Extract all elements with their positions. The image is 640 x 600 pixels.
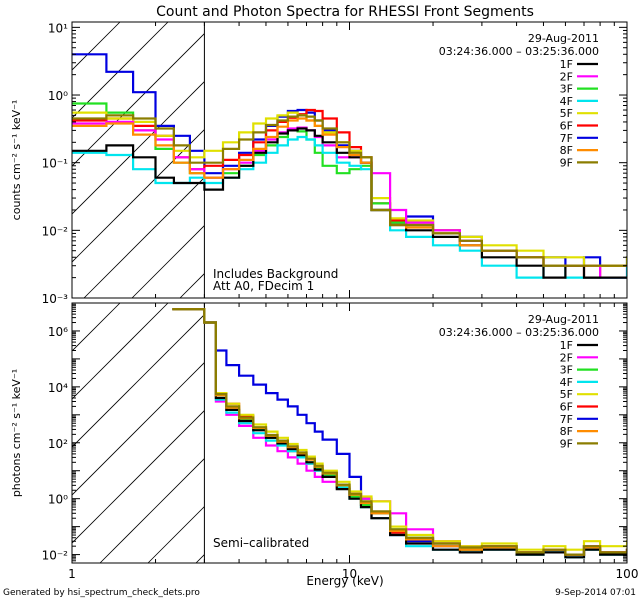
series-5F: [172, 308, 627, 551]
time-range-label: 03:24:36.000 – 03:25:36.000: [439, 45, 599, 58]
y-tick-label: 10⁴: [48, 381, 68, 395]
y-axis-label: counts cm⁻² s⁻¹ keV⁻¹: [10, 100, 23, 221]
hatched-region: [72, 303, 205, 563]
annotation: Att A0, FDecim 1: [213, 279, 314, 293]
x-tick-label: 10: [342, 567, 357, 581]
legend-label: 4F: [560, 95, 573, 108]
time-range-label: 03:24:36.000 – 03:25:36.000: [439, 326, 599, 339]
photon-spectra-panel: 1 10 100 10⁻² 10⁰ 10² 10⁴ 10⁶ photons cm⁻² s⁻¹ k…: [10, 302, 639, 581]
count-spectra-panel: 10⁻³ 10⁻² 10⁻¹ 10⁰ 10¹ counts cm⁻² s⁻¹ keV⁻¹ 2…: [10, 21, 628, 306]
x-axis-label: Energy (keV): [306, 574, 383, 588]
x-tick-label: 100: [616, 567, 639, 581]
y-tick-label: 10⁻¹: [42, 157, 69, 171]
legend-label: 6F: [560, 401, 573, 414]
legend-label: 2F: [560, 70, 573, 83]
y-tick-label: 10⁰: [48, 493, 68, 507]
legend-label: 3F: [560, 364, 573, 377]
y-tick-label: 10⁻²: [42, 224, 69, 238]
legend-label: 3F: [560, 83, 573, 96]
legend-label: 1F: [560, 339, 573, 352]
series-9F: [72, 114, 627, 267]
legend-label: 9F: [560, 437, 573, 450]
legend-label: 9F: [560, 156, 573, 169]
chart-title: Count and Photon Spectra for RHESSI Fron…: [156, 4, 534, 20]
legend-label: 2F: [560, 351, 573, 364]
series-9F: [172, 308, 627, 556]
legend-label: 8F: [560, 425, 573, 438]
plot-frame: [71, 302, 628, 564]
y-tick-label: 10²: [48, 437, 68, 451]
footer-generator: Generated by hsi_spectrum_check_dets.pro: [3, 588, 200, 598]
legend-label: 7F: [560, 132, 573, 145]
legend-label: 8F: [560, 144, 573, 157]
y-axis-label: photons cm⁻² s⁻¹ keV⁻¹: [10, 369, 23, 497]
y-tick-label: 10⁻²: [42, 549, 69, 563]
legend-label: 5F: [560, 107, 573, 120]
annotation: Includes Background: [213, 267, 338, 281]
date-label: 29-Aug-2011: [528, 313, 599, 326]
x-tick-label: 1: [68, 567, 76, 581]
y-tick-label: 10⁶: [48, 325, 68, 339]
annotation: Semi–calibrated: [213, 536, 309, 550]
footer-date: 9-Sep-2014 07:01: [555, 588, 636, 598]
legend-label: 1F: [560, 58, 573, 71]
series-8F: [72, 117, 627, 267]
y-tick-label: 10⁻³: [42, 292, 69, 306]
legend-label: 6F: [560, 120, 573, 133]
legend-label: 4F: [560, 376, 573, 389]
legend-label: 7F: [560, 413, 573, 426]
y-tick-label: 10⁰: [48, 89, 68, 103]
date-label: 29-Aug-2011: [528, 32, 599, 45]
y-tick-label: 10¹: [48, 21, 68, 35]
legend-label: 5F: [560, 388, 573, 401]
